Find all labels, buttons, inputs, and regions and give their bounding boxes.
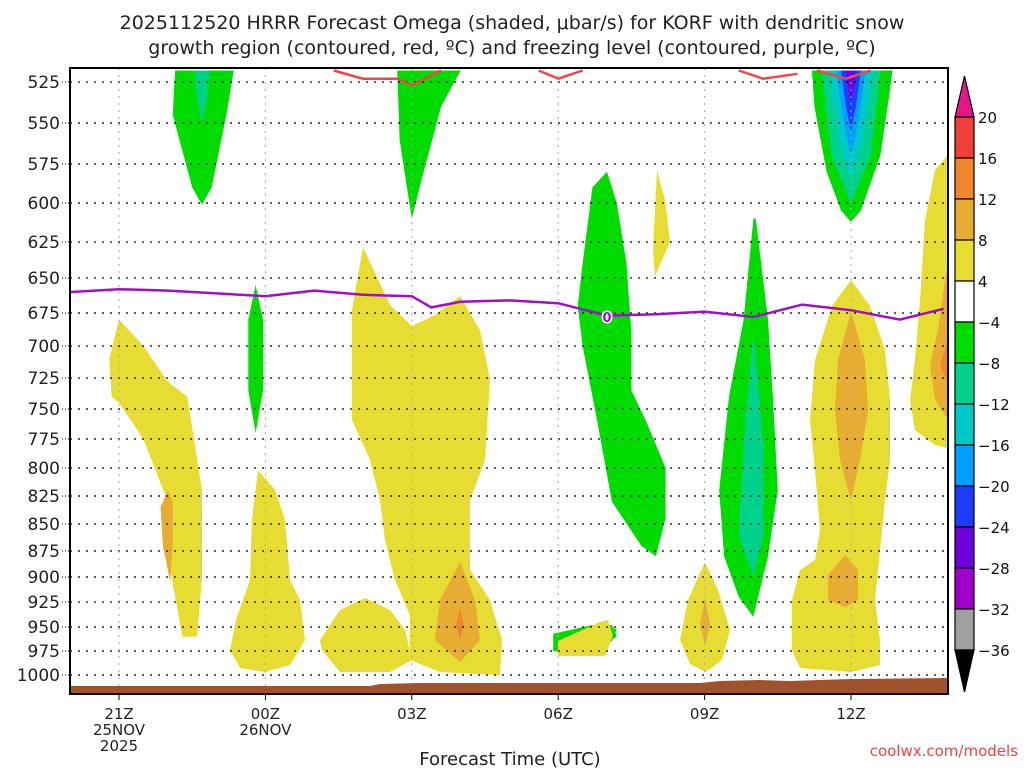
y-tick-label-825: 825 — [28, 487, 60, 507]
colorbar-label--8: −8 — [978, 355, 1000, 373]
shaded-region-yellow-02z-low — [320, 598, 412, 672]
colorbar-label--16: −16 — [978, 437, 1010, 455]
colorbar-bin--20to-16 — [954, 444, 975, 487]
colorbar-bin--8to-4 — [954, 321, 975, 364]
dgz-contour-0 — [333, 69, 442, 87]
x-tick-label-21Z-0: 21Z — [104, 705, 133, 723]
colorbar-bin--12to-8 — [954, 362, 975, 405]
shaded-region-yellow-03z-main — [352, 247, 502, 675]
y-tick-label-525: 525 — [28, 73, 60, 93]
shaded-region-red-03z — [456, 608, 464, 640]
colorbar-label-8: 8 — [978, 232, 988, 250]
colorbar-label--36: −36 — [978, 642, 1010, 660]
x-tick-label-09Z-0: 09Z — [690, 705, 719, 723]
shaded-region-teal-5 — [738, 332, 764, 577]
shaded-region-yellow-06z-low — [558, 620, 613, 656]
colorbar-label-12: 12 — [978, 191, 997, 209]
colorbar-bin-16to20 — [954, 116, 975, 159]
y-tick-label-900: 900 — [28, 568, 60, 588]
colorbar-bin--16to-12 — [954, 403, 975, 446]
y-axis-ticks: 525 550 575 600 625 650 675 700 725 750 775 800 825 8… — [17, 73, 70, 686]
colorbar-bin--4to4 — [954, 280, 975, 323]
dgz-contour-2 — [738, 69, 798, 80]
y-tick-label-675: 675 — [28, 304, 60, 324]
terrain-fill — [71, 678, 948, 693]
colorbar-label--12: −12 — [978, 396, 1010, 414]
freezing-level-label: 0 — [602, 311, 611, 326]
dgz-contour-3 — [816, 69, 871, 81]
y-tick-label-600: 600 — [28, 194, 60, 214]
colorbar-bin-12to16 — [954, 157, 975, 200]
terrain-surface — [71, 678, 948, 693]
shaded-region-yellow-08z — [653, 170, 670, 276]
colorbar-bottom-arrow — [954, 649, 975, 693]
dgz-contour-1 — [538, 69, 583, 81]
y-tick-label-875: 875 — [28, 542, 60, 562]
colorbar-bin-4to8 — [954, 239, 975, 282]
x-tick-label-03Z-0: 03Z — [397, 705, 426, 723]
credit-link[interactable]: coolwx.com/models — [870, 742, 1018, 760]
shaded-region-green-blob-4 — [577, 171, 666, 557]
colorbar-top-arrow — [954, 75, 975, 118]
x-tick-label-00Z-1: 26NOV — [239, 721, 292, 739]
shaded-region-orange-1 — [160, 490, 173, 582]
colorbar-label--24: −24 — [978, 519, 1010, 537]
y-tick-label-850: 850 — [28, 515, 60, 535]
y-tick-label-625: 625 — [28, 233, 60, 253]
shaded-region-yellow-1 — [109, 319, 202, 637]
freezing-level-contour — [71, 287, 944, 321]
colorbar-label-20: 20 — [978, 109, 997, 127]
shaded-region-green-blob-2 — [248, 285, 263, 433]
x-tick-label-21Z-1: 25NOV — [93, 721, 146, 739]
shaded-region-teal-1 — [194, 70, 210, 123]
x-axis-label: Forecast Time (UTC) — [419, 749, 600, 768]
y-tick-label-800: 800 — [28, 459, 60, 479]
shaded-region-orange-03z — [435, 562, 480, 662]
y-tick-label-950: 950 — [28, 618, 60, 638]
x-tick-label-00Z-0: 00Z — [251, 705, 280, 723]
y-tick-label-550: 550 — [28, 114, 60, 134]
y-tick-label-700: 700 — [28, 337, 60, 357]
y-tick-label-925: 925 — [28, 593, 60, 613]
colorbar-bin--24to-20 — [954, 485, 975, 528]
y-tick-label-750: 750 — [28, 400, 60, 420]
y-tick-label-1000: 1000 — [17, 666, 60, 686]
y-tick-label-575: 575 — [28, 155, 60, 175]
y-tick-label-725: 725 — [28, 369, 60, 389]
colorbar-legend: 20 16 12 8 4 −4 −8 −12 −16 −20 −24 −28 −32 −36 — [954, 75, 1010, 693]
contour-lines: 0 — [71, 69, 944, 328]
omega-shading — [109, 70, 948, 675]
y-tick-label-650: 650 — [28, 269, 60, 289]
y-tick-label-975: 975 — [28, 642, 60, 662]
shaded-region-green-blob-3 — [397, 70, 461, 219]
colorbar-label--28: −28 — [978, 560, 1010, 578]
colorbar-label-4: 4 — [978, 273, 988, 291]
shaded-region-red-14z-right — [940, 340, 948, 385]
chart-title-line-2: growth region (contoured, red, ºC) and f… — [148, 37, 875, 59]
x-tick-label-12Z-0: 12Z — [836, 705, 865, 723]
colorbar-bin--32to-28 — [954, 567, 975, 610]
shaded-region-orange-14z-right — [930, 260, 948, 420]
colorbar-label--4: −4 — [978, 314, 1000, 332]
shaded-region-green-blob-1 — [172, 70, 234, 205]
colorbar-bin--28to-24 — [954, 526, 975, 569]
chart-title-line-1: 2025112520 HRRR Forecast Omega (shaded, … — [120, 12, 905, 34]
colorbar-label-16: 16 — [978, 150, 997, 168]
colorbar-label--32: −32 — [978, 601, 1010, 619]
plot-frame — [69, 67, 949, 695]
shaded-region-yellow-12z-col — [792, 280, 890, 672]
colorbar-label--20: −20 — [978, 478, 1010, 496]
shaded-region-yellow-00z-low — [230, 470, 305, 672]
x-tick-label-06Z-0: 06Z — [544, 705, 573, 723]
colorbar-bin-8to12 — [954, 198, 975, 241]
y-tick-label-775: 775 — [28, 430, 60, 450]
x-tick-label-21Z-2: 2025 — [100, 737, 138, 755]
colorbar-bin--36to-32 — [954, 608, 975, 651]
